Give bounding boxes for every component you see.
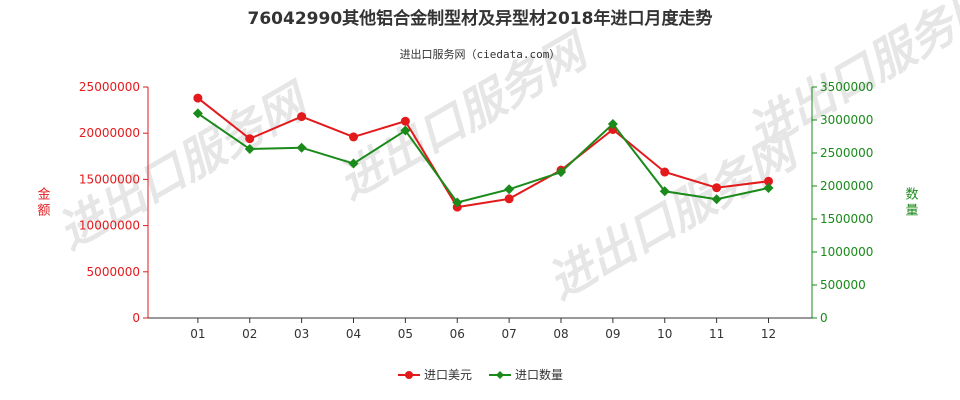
data-point	[763, 182, 774, 193]
right-tick-label: 1000000	[820, 245, 873, 259]
left-axis-label: 金额	[37, 187, 50, 219]
left-tick-label: 25000000	[79, 80, 140, 94]
axes: 0500000010000000150000002000000025000000…	[37, 80, 918, 341]
x-tick-label: 09	[605, 327, 620, 341]
x-tick-label: 08	[553, 327, 568, 341]
x-tick-label: 07	[501, 327, 516, 341]
data-point	[712, 183, 722, 193]
data-point	[348, 158, 359, 169]
data-point	[296, 142, 307, 153]
data-point	[192, 108, 203, 119]
chart-title: 76042990其他铝合金制型材及异型材2018年进口月度走势	[248, 8, 713, 29]
data-point	[504, 194, 514, 204]
x-tick-label: 05	[398, 327, 413, 341]
x-tick-label: 11	[709, 327, 724, 341]
left-tick-label: 15000000	[79, 172, 140, 186]
right-tick-label: 3000000	[820, 113, 873, 127]
x-tick-label: 04	[346, 327, 361, 341]
left-tick-label: 0	[132, 311, 140, 325]
data-point	[607, 118, 618, 129]
left-tick-label: 5000000	[87, 265, 140, 279]
right-tick-label: 0	[820, 311, 828, 325]
plot-area	[192, 93, 774, 212]
legend[interactable]: 进口美元 进口数量	[398, 367, 563, 382]
series-line	[197, 112, 769, 204]
legend-marker[interactable]	[405, 371, 413, 379]
data-point	[245, 134, 255, 144]
data-point	[244, 144, 255, 155]
data-point	[193, 93, 203, 103]
x-tick-label: 01	[190, 327, 205, 341]
series-line	[197, 97, 769, 209]
x-tick-label: 10	[657, 327, 672, 341]
right-tick-label: 1500000	[820, 212, 873, 226]
x-tick-label: 02	[242, 327, 257, 341]
right-axis-label: 数量	[905, 188, 918, 219]
legend-label[interactable]: 进口数量	[515, 367, 563, 382]
right-tick-label: 3500000	[820, 80, 873, 94]
data-point	[660, 167, 670, 177]
x-tick-label: 12	[761, 327, 776, 341]
right-tick-label: 2000000	[820, 179, 873, 193]
chart-subtitle: 进出口服务网（ciedata.com）	[400, 47, 561, 61]
data-point	[400, 125, 411, 136]
x-tick-label: 06	[450, 327, 465, 341]
data-point	[400, 116, 410, 126]
left-tick-label: 20000000	[79, 126, 140, 140]
data-point	[452, 197, 463, 208]
left-tick-label: 10000000	[79, 219, 140, 233]
legend-label[interactable]: 进口美元	[424, 368, 472, 382]
legend-marker[interactable]	[496, 371, 504, 379]
data-point	[504, 184, 515, 195]
right-tick-label: 500000	[820, 278, 866, 292]
x-tick-label: 03	[294, 327, 309, 341]
data-point	[711, 194, 722, 205]
data-point	[764, 176, 773, 186]
data-point	[659, 186, 670, 197]
data-point	[297, 112, 307, 122]
right-tick-label: 2500000	[820, 146, 873, 160]
data-point	[349, 132, 358, 142]
data-point	[556, 167, 566, 178]
